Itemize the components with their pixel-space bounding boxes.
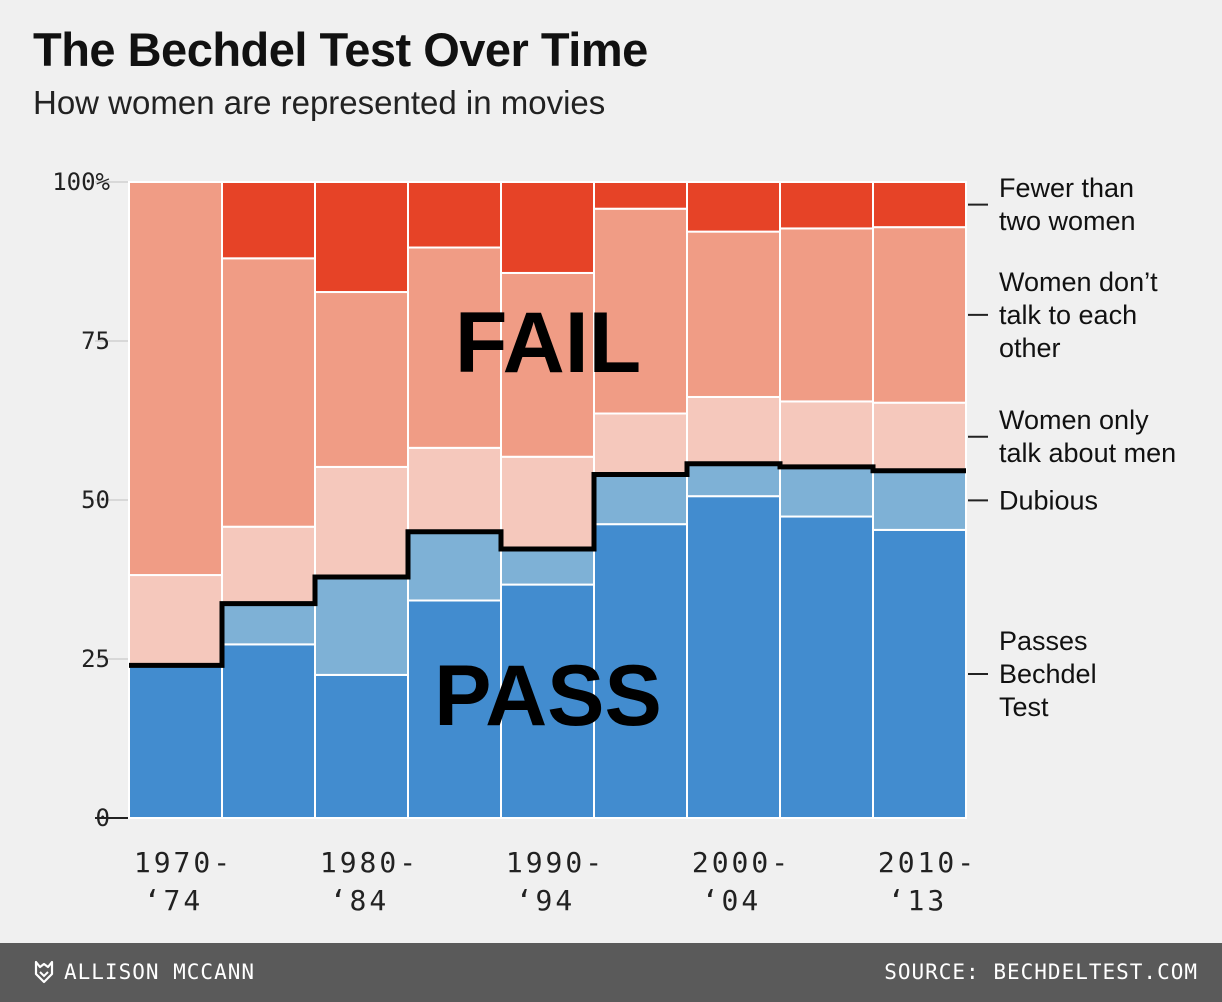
bar-segment-dubious: [500, 547, 595, 586]
legend-label-women-don-t-talk-to-each-other: other: [999, 333, 1061, 363]
bar-segment-passes-bechdel-test: [779, 515, 874, 819]
bar-segment-women-don-t-talk-to-each-other: [221, 257, 316, 528]
bar-segment-women-only-talk-about-men: [872, 401, 967, 472]
legend-label-women-don-t-talk-to-each-other: talk to each: [999, 300, 1137, 330]
bar-segment-passes-bechdel-test: [128, 664, 223, 819]
legend-label-women-only-talk-about-men: Women only: [999, 405, 1149, 435]
bar-segment-fewer-than-two-women: [593, 181, 688, 210]
bar-segment-women-don-t-talk-to-each-other: [128, 181, 223, 577]
y-tick-label: 25: [81, 645, 110, 673]
bar-segment-women-only-talk-about-men: [407, 446, 502, 533]
bar-segment-passes-bechdel-test: [686, 495, 781, 819]
bar-segment-passes-bechdel-test: [407, 599, 502, 819]
bar-segment-fewer-than-two-women: [500, 181, 595, 274]
bar-segment-passes-bechdel-test: [872, 528, 967, 820]
bar-segment-women-only-talk-about-men: [593, 412, 688, 476]
stacked-bar-chart: 100% 75 50 25 0 1970- ‘74 1980- ‘84 1990- ‘94 2000…: [52, 168, 1176, 917]
x-tick-label: ‘94: [516, 884, 576, 917]
chart-subtitle: How women are represented in movies: [33, 84, 606, 121]
bar-segment-women-don-t-talk-to-each-other: [500, 271, 595, 458]
x-tick-label: ‘84: [330, 884, 390, 917]
bar-segment-women-only-talk-about-men: [779, 400, 874, 468]
pass-step-line: [129, 461, 966, 668]
bar-segment-dubious: [779, 465, 874, 518]
legend-label-dubious: Dubious: [999, 485, 1098, 515]
legend-label-fewer-than-two-women: two women: [999, 206, 1136, 236]
bar-segment-women-only-talk-about-men: [686, 395, 781, 465]
bar-segment-dubious: [593, 473, 688, 526]
pass-threshold-line: [129, 461, 966, 668]
footer-bar: ALLISON MCCANN SOURCE: BECHDELTEST.COM: [0, 943, 1222, 1002]
x-tick-label: ‘13: [888, 884, 948, 917]
x-tick-label: ‘74: [144, 884, 204, 917]
bar-segment-fewer-than-two-women: [872, 181, 967, 229]
bar-segment-women-don-t-talk-to-each-other: [593, 207, 688, 415]
fivethirtyeight-fox-icon: [34, 960, 54, 984]
bar-segment-women-don-t-talk-to-each-other: [407, 246, 502, 449]
bar-segment-women-don-t-talk-to-each-other: [686, 230, 781, 398]
author-name: ALLISON MCCANN: [64, 960, 256, 984]
y-tick-label: 100%: [52, 168, 110, 196]
x-tick-label: 2000-: [692, 846, 791, 879]
bar-segment-dubious: [314, 575, 409, 676]
bar-segment-women-only-talk-about-men: [500, 455, 595, 550]
bar-segment-fewer-than-two-women: [221, 181, 316, 260]
fail-label: FAIL: [455, 295, 641, 391]
bar-segment-fewer-than-two-women: [314, 181, 409, 294]
source-credit: SOURCE: BECHDELTEST.COM: [884, 960, 1198, 984]
bar-segment-passes-bechdel-test: [314, 673, 409, 820]
legend-label-passes-bechdel-test: Passes: [999, 626, 1088, 656]
x-tick-label: ‘04: [702, 884, 762, 917]
y-tick-label: 75: [81, 327, 110, 355]
bar-segment-women-only-talk-about-men: [221, 525, 316, 605]
chart-title: The Bechdel Test Over Time: [33, 23, 648, 76]
bar-segment-women-don-t-talk-to-each-other: [872, 226, 967, 404]
author-credit: ALLISON MCCANN: [34, 960, 255, 984]
legend-label-women-only-talk-about-men: talk about men: [999, 438, 1176, 468]
bar-segments: [128, 181, 967, 820]
bar-segment-dubious: [872, 469, 967, 531]
x-tick-label: 1970-: [134, 846, 233, 879]
bar-segment-women-only-talk-about-men: [314, 465, 409, 578]
bar-segment-passes-bechdel-test: [593, 523, 688, 820]
bar-segment-fewer-than-two-women: [407, 181, 502, 249]
bar-segment-fewer-than-two-women: [779, 181, 874, 230]
bar-segment-women-don-t-talk-to-each-other: [779, 227, 874, 403]
legend-label-passes-bechdel-test: Test: [999, 692, 1049, 722]
bar-segment-fewer-than-two-women: [686, 181, 781, 233]
x-tick-label: 1980-: [320, 846, 419, 879]
pass-label: PASS: [434, 648, 662, 744]
y-tick-label: 50: [81, 486, 110, 514]
bar-segment-women-only-talk-about-men: [128, 574, 223, 667]
bar-segment-women-don-t-talk-to-each-other: [314, 291, 409, 468]
y-tick-label: 0: [96, 804, 110, 832]
legend-label-fewer-than-two-women: Fewer than: [999, 173, 1134, 203]
x-axis-ticks: 1970- ‘74 1980- ‘84 1990- ‘94 2000- ‘04 2010- ‘13: [134, 846, 977, 917]
bar-segment-dubious: [221, 602, 316, 646]
x-tick-label: 1990-: [506, 846, 605, 879]
x-tick-label: 2010-: [878, 846, 977, 879]
y-axis-ticks: 100% 75 50 25 0: [52, 168, 110, 832]
bar-segment-dubious: [686, 462, 781, 498]
bar-segment-dubious: [407, 530, 502, 602]
legend-label-passes-bechdel-test: Bechdel: [999, 659, 1097, 689]
legend-label-women-don-t-talk-to-each-other: Women don’t: [999, 267, 1158, 297]
bar-segment-passes-bechdel-test: [221, 643, 316, 820]
